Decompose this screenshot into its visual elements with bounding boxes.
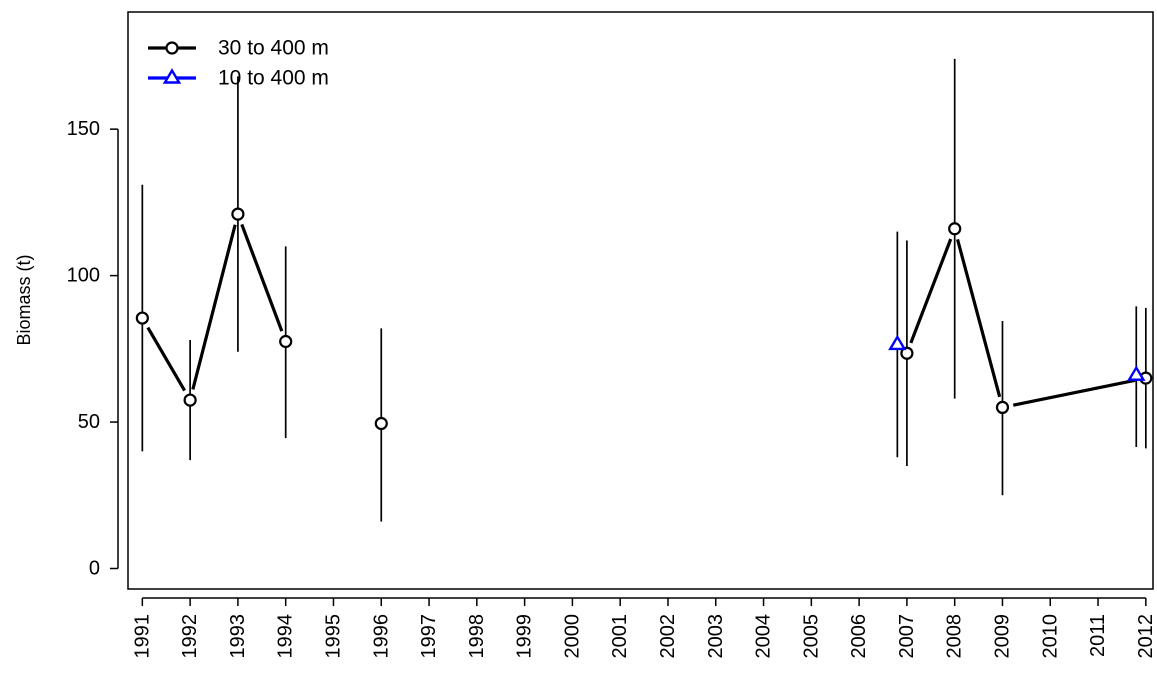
series-line-segment [146,326,186,392]
series-group [888,231,1146,458]
data-point [279,334,293,349]
series-layer [135,58,1153,522]
data-point [374,416,388,431]
x-axis: 1991 1992 1993 1994 1995 1996 1997 1998 1999 2000… [131,597,1157,659]
x-tick-label: 2007 [896,614,918,659]
series-line-segment [191,224,237,390]
series-group [135,58,1153,522]
data-point [231,207,245,221]
legend: 30 to 400 m 10 to 400 m [148,37,329,90]
x-tick-label: 2010 [1039,614,1061,659]
x-tick-label: 2008 [944,614,966,659]
x-tick-label: 2004 [753,614,775,659]
x-tick-label: 2002 [657,614,679,659]
plot-frame [127,11,1154,590]
x-tick-label: 1998 [466,614,488,659]
legend-marker [162,68,182,84]
series-line-segment [1012,378,1136,407]
x-tick-label: 1993 [227,614,249,659]
series-line-segment [909,238,953,344]
data-point [948,222,962,236]
y-axis: 0 50 100 150 [67,118,119,579]
legend-label: 30 to 400 m [218,37,329,60]
x-tick-label: 2005 [800,614,822,659]
data-point [183,393,197,407]
x-tick-label: 2000 [561,614,583,659]
data-point [888,334,907,351]
x-tick-label: 1997 [418,614,440,659]
series-line-segment [240,223,284,332]
x-tick-label: 2001 [609,614,631,659]
y-tick-label: 0 [89,557,100,579]
x-tick-label: 1999 [514,614,536,659]
legend-label: 10 to 400 m [218,67,329,90]
x-tick-label: 2003 [705,614,727,659]
x-tick-label: 2011 [1087,614,1109,657]
y-tick-label: 100 [67,265,100,287]
y-tick-label: 150 [67,118,100,140]
x-tick-label: 2012 [1135,614,1157,659]
x-tick-label: 2009 [991,614,1013,659]
x-tick-label: 1991 [131,614,153,659]
x-tick-label: 1994 [275,614,297,659]
x-tick-label: 2006 [848,614,870,659]
y-axis-label: Biomass (t) [14,254,34,345]
x-tick-label: 1995 [322,614,344,659]
x-tick-label: 1992 [179,614,201,659]
data-point [995,400,1010,415]
legend-marker [165,41,179,55]
y-tick-label: 50 [78,411,100,433]
data-point [135,311,149,325]
data-point [1127,365,1146,381]
data-point [900,346,914,360]
series-line-segment [955,238,1002,398]
x-tick-label: 1996 [370,614,392,659]
